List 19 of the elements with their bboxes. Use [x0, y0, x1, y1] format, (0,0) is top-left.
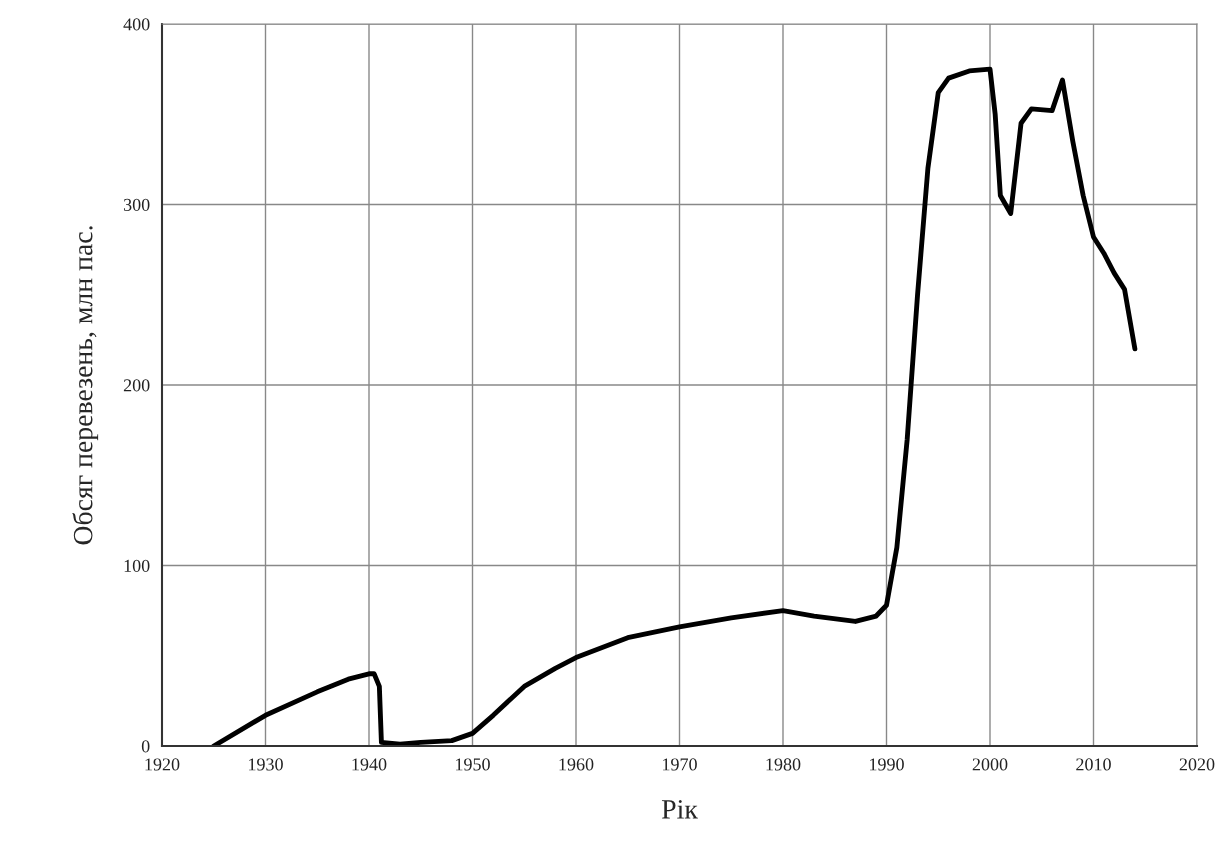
y-tick-label: 300 — [123, 198, 150, 211]
x-tick-label: 1990 — [870, 758, 904, 771]
x-tick-label: 1940 — [352, 758, 387, 771]
x-tick-label: 1950 — [456, 758, 490, 771]
x-tick-label: 2000 — [972, 758, 1008, 771]
x-tick-label: 1930 — [249, 758, 283, 771]
x-axis-title: Рік — [661, 800, 698, 819]
x-tick-label: 1980 — [766, 758, 801, 771]
x-tick-label: 1960 — [559, 758, 594, 771]
y-axis-title: Обсяг перевезень, млн пас. — [72, 226, 99, 545]
y-tick-label: 400 — [123, 18, 150, 31]
x-tick-label: 1970 — [663, 758, 697, 771]
y-tick-label: 100 — [124, 559, 150, 572]
y-tick-label: 0 — [141, 740, 150, 753]
x-tick-label: 2010 — [1076, 758, 1111, 771]
line-series — [211, 66, 1138, 746]
x-tick-label: 2020 — [1179, 758, 1215, 771]
y-tick-label: 200 — [123, 379, 150, 392]
x-tick-label: 1920 — [145, 758, 180, 771]
